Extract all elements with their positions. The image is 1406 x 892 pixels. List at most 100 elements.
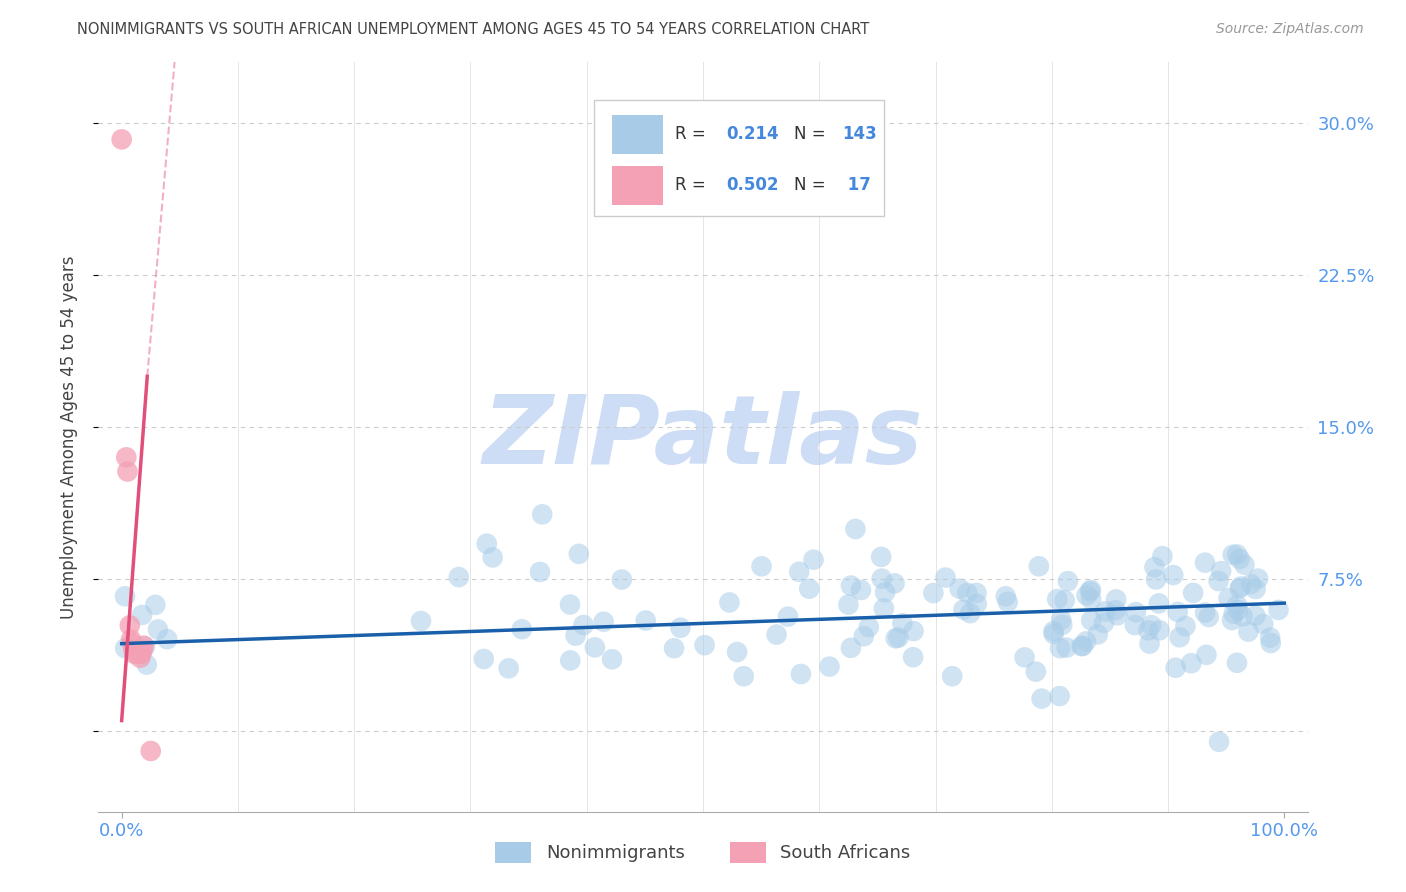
Point [884, 632, 907, 646]
Legend: Nonimmigrants, South Africans: Nonimmigrants, South Africans [488, 835, 918, 870]
Point [118, 618, 141, 632]
Text: 0.502: 0.502 [725, 176, 779, 194]
Point [787, 565, 810, 579]
Point [959, 606, 981, 620]
Point [572, 618, 595, 632]
Point [1208, 574, 1230, 588]
Point [1057, 574, 1080, 589]
Point [1240, 577, 1263, 591]
Point [693, 638, 716, 652]
Point [131, 642, 153, 657]
Point [1198, 610, 1220, 624]
FancyBboxPatch shape [613, 114, 664, 153]
Point [1074, 634, 1097, 648]
Point [1050, 613, 1073, 627]
Point [1070, 639, 1092, 653]
Point [1144, 573, 1167, 587]
Text: R =: R = [675, 176, 711, 194]
Point [949, 582, 972, 596]
Point [131, 607, 153, 622]
Point [1222, 548, 1244, 562]
Point [870, 572, 893, 586]
Point [121, 637, 143, 651]
Point [1123, 618, 1146, 632]
Point [1042, 627, 1064, 641]
FancyBboxPatch shape [595, 100, 884, 216]
Point [1049, 689, 1071, 703]
Point [1025, 665, 1047, 679]
Point [956, 586, 979, 600]
Point [903, 624, 925, 639]
Point [114, 641, 136, 656]
Point [568, 547, 591, 561]
Point [125, 647, 148, 661]
Point [883, 576, 905, 591]
Point [1105, 592, 1128, 607]
Point [844, 522, 866, 536]
Point [852, 629, 875, 643]
Point [124, 647, 146, 661]
Point [1125, 605, 1147, 619]
Point [839, 578, 862, 592]
Text: NONIMMIGRANTS VS SOUTH AFRICAN UNEMPLOYMENT AMONG AGES 45 TO 54 YEARS CORRELATIO: NONIMMIGRANTS VS SOUTH AFRICAN UNEMPLOYM… [77, 22, 869, 37]
Point [560, 653, 582, 667]
Point [1194, 606, 1216, 620]
Point [1237, 624, 1260, 639]
Point [1168, 630, 1191, 644]
Point [510, 622, 533, 636]
Point [718, 595, 741, 609]
Text: Source: ZipAtlas.com: Source: ZipAtlas.com [1216, 22, 1364, 37]
Point [1244, 608, 1267, 623]
Point [1137, 624, 1160, 638]
Point [1050, 618, 1073, 632]
Point [1080, 613, 1102, 627]
Point [818, 659, 841, 673]
Point [472, 652, 495, 666]
Point [1244, 582, 1267, 596]
Point [1147, 596, 1170, 610]
Point [111, 132, 134, 146]
Point [803, 552, 825, 566]
Point [1139, 637, 1161, 651]
Point [1174, 619, 1197, 633]
Point [891, 616, 914, 631]
Point [134, 640, 156, 654]
Text: ZIPatlas: ZIPatlas [482, 391, 924, 483]
Point [901, 650, 924, 665]
Point [751, 559, 773, 574]
Point [776, 609, 799, 624]
Point [1161, 568, 1184, 582]
Point [447, 570, 470, 584]
Point [143, 598, 166, 612]
Point [1087, 627, 1109, 641]
Point [934, 571, 956, 585]
Point [839, 640, 862, 655]
Point [135, 657, 157, 672]
Point [1071, 639, 1094, 653]
Point [1078, 584, 1101, 599]
Point [966, 586, 988, 600]
Point [1094, 604, 1116, 618]
Point [1143, 560, 1166, 574]
Point [1267, 603, 1289, 617]
Point [131, 647, 153, 661]
Point [941, 669, 963, 683]
Point [1080, 582, 1102, 597]
Point [564, 629, 586, 643]
Point [1180, 657, 1202, 671]
Point [1092, 615, 1115, 630]
Point [634, 614, 657, 628]
Point [1229, 582, 1251, 596]
Point [1226, 599, 1249, 613]
Point [610, 573, 633, 587]
Point [475, 537, 498, 551]
Point [531, 508, 554, 522]
Point [1164, 661, 1187, 675]
Point [1182, 586, 1205, 600]
Point [1140, 618, 1163, 632]
Point [966, 597, 988, 611]
Point [1222, 607, 1244, 621]
Point [498, 661, 520, 675]
Point [1104, 603, 1126, 617]
Text: 143: 143 [842, 125, 877, 143]
